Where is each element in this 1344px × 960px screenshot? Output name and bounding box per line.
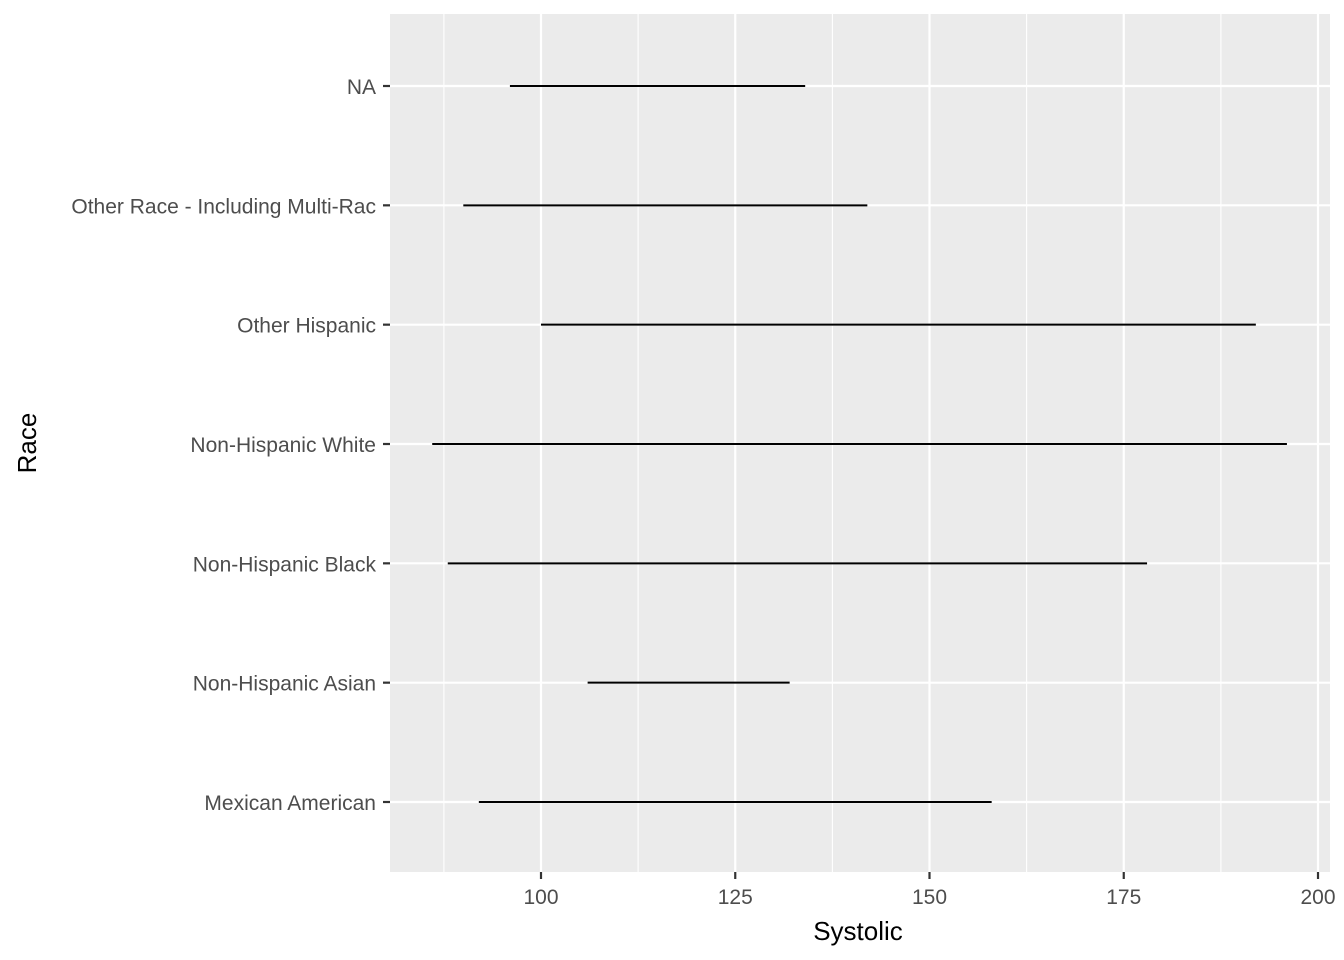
y-tick-label-6: NA (347, 76, 376, 99)
x-tick-label-1: 125 (718, 886, 753, 909)
y-axis-tick-labels: Mexican American Non-Hispanic Asian Non-Hi… (71, 76, 376, 815)
x-axis-ticks (539, 872, 1320, 879)
x-axis-tick-labels: 100 125 150 175 200 (523, 886, 1335, 909)
y-tick-label-2: Non-Hispanic Black (193, 553, 377, 576)
x-tick-label-2: 150 (912, 886, 947, 909)
x-tick-label-0: 100 (523, 886, 558, 909)
y-tick-label-4: Other Hispanic (237, 315, 376, 338)
y-axis-ticks (383, 84, 390, 804)
x-axis-title: Systolic (813, 916, 903, 946)
y-tick-label-1: Non-Hispanic Asian (193, 673, 376, 696)
y-tick-label-3: Non-Hispanic White (190, 434, 376, 457)
x-tick-label-3: 175 (1106, 886, 1141, 909)
y-axis-title: Race (12, 413, 42, 474)
y-tick-label-0: Mexican American (204, 792, 376, 815)
x-tick-label-4: 200 (1300, 886, 1335, 909)
y-tick-label-5: Other Race - Including Multi-Rac (71, 195, 376, 218)
range-lines (432, 85, 1287, 803)
